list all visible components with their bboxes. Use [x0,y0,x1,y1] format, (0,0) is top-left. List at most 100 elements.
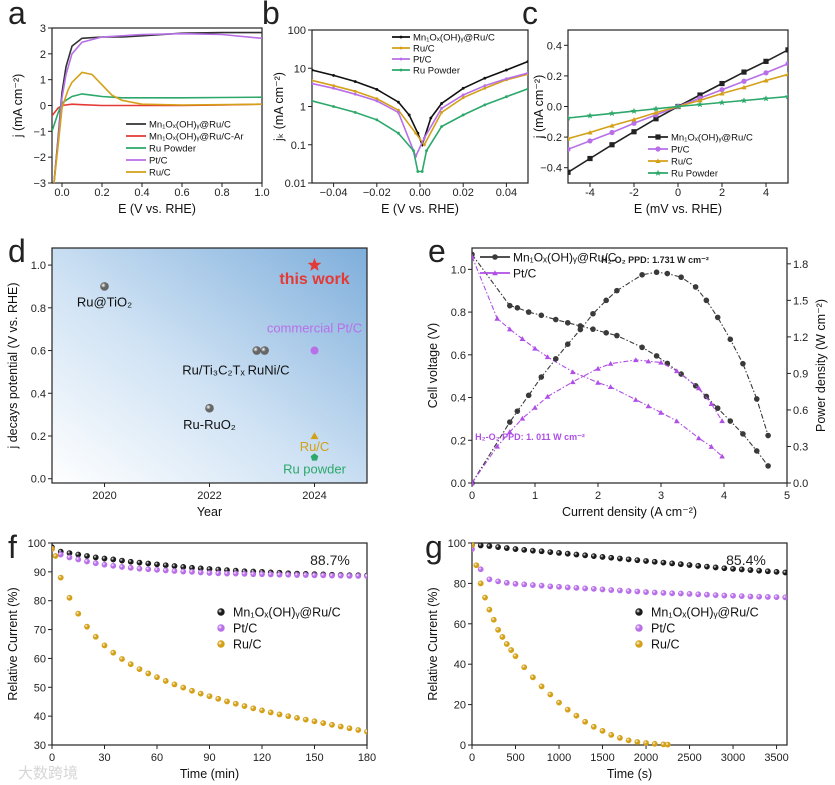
x-tick-label: 1 [532,490,538,502]
data-point [712,592,719,599]
data-point [643,589,649,595]
data-point [346,572,353,579]
data-point [582,718,589,725]
data-point [552,356,559,362]
y-tick-label: 0.1 [291,140,306,152]
data-point [92,560,99,567]
data-point [608,587,615,593]
data-point [677,561,684,568]
data-point [205,403,214,413]
panel-letter: d [8,233,26,269]
y-tick-label: −3 [33,178,46,190]
y-tick-label: 0.4 [31,388,46,400]
data-point [633,357,639,363]
data-point [483,103,487,107]
x-tick-label: 3000 [721,752,745,764]
data-point [75,556,82,563]
panel-letter: f [8,529,17,565]
data-point [483,84,487,88]
data-point [719,91,725,96]
data-point [721,592,728,599]
legend-marker [399,68,403,72]
data-point [294,572,300,578]
series-1 [472,546,787,601]
data-point [660,589,667,596]
legend-label: Mn₁Oₓ(OH)ᵧ@Ru/C [233,606,341,620]
data-point [544,354,551,360]
panel-g: g 0 500 1000 1500 2000 2500 3000 3500 0 20 40 60 80 10… [425,529,789,781]
data-point [101,555,108,562]
data-point [267,571,274,578]
data-point [162,678,169,684]
data-point [110,649,117,656]
y-tick-label: 80 [454,578,466,590]
data-point [782,594,787,601]
data-point [310,432,319,440]
legend-label: Mn₁Oₓ(OH)ᵧ@Ru/C-Ar [149,131,244,142]
data-point [538,312,545,319]
legend-item: Ru Powder [648,168,718,179]
data-point [785,71,788,77]
panel-a: a 0.0 0.2 0.4 0.6 0.8 1.0 −3 −2 −1 0 1 2 3 E (V vs. RH… [8,0,270,216]
data-point [145,560,152,567]
data-point [503,579,510,586]
legend-item: Mn₁Oₓ(OH)ᵧ@Ru/C [126,119,231,130]
data-point [538,374,545,380]
data-point [564,319,571,326]
data-point [440,125,444,128]
x-tick-label: 2 [719,187,725,199]
data-point [643,558,649,564]
y-tick-label: 0.0 [547,102,562,114]
data-point [718,99,726,106]
data-point [652,105,660,112]
data-point [658,409,664,415]
legend-label: Pt/C [671,144,690,155]
panel-letter: e [428,233,446,269]
data-point [570,379,576,385]
data-point [603,330,609,336]
data-point [521,546,528,553]
y-axis-title: Relative Current (%) [426,587,440,700]
x-tick-label: 0.8 [214,187,229,199]
data-point [422,143,426,147]
legend-label: Mn₁Oₓ(OH)ᵧ@Ru/C [149,119,231,130]
y-tick-label: −2 [33,152,46,164]
data-point [407,113,411,117]
data-point [353,80,357,83]
data-point [633,397,639,402]
data-point [664,741,671,748]
data-point [495,544,502,550]
legend-label: Ru/C [149,167,171,178]
legend-item: Ru/C [635,638,679,652]
data-point [696,101,704,108]
series-4 [53,71,262,184]
data-point [310,453,319,461]
data-point [712,564,719,571]
y2-tick-label: 0.6 [793,405,808,417]
data-point [556,549,562,556]
data-point [568,146,571,152]
data-point [617,587,623,594]
data-point [538,548,545,555]
data-point [353,89,357,93]
data-point [590,585,597,592]
data-point [162,562,169,569]
x-tick-label: 2 [595,490,601,502]
data-point [171,681,178,688]
x-tick-label: -4 [585,187,595,199]
x-tick-label: 1500 [590,752,614,764]
data-point [782,569,787,576]
data-point [472,542,475,548]
series-1 [52,545,367,580]
data-point [312,68,314,72]
y-tick-label: 0.8 [451,307,466,319]
x-tick-label: 4 [763,187,769,199]
data-point [396,108,400,112]
data-point [486,576,493,583]
x-axis-title: E (mV vs. RHE) [634,202,722,216]
data-point [259,707,265,714]
y-tick-label: 0.2 [547,71,562,83]
data-point [320,572,327,579]
data-point [590,326,596,332]
data-point [224,698,230,705]
